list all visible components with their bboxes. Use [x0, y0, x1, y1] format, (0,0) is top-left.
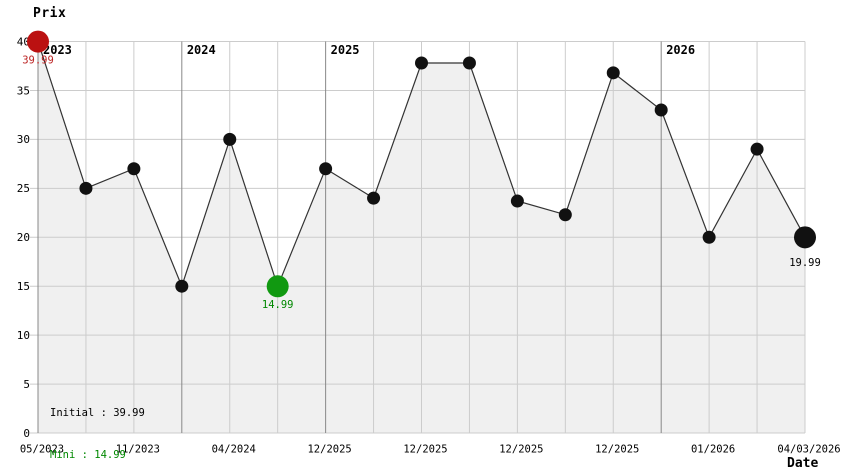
x-tick-label: 04/03/2026 [777, 444, 840, 456]
year-label: 2026 [666, 43, 695, 57]
x-tick-label: 12/2025 [499, 444, 543, 456]
data-point [79, 181, 93, 195]
y-tick-label: 15 [17, 280, 30, 293]
data-point [510, 194, 524, 208]
data-point [606, 66, 620, 80]
y-tick-label: 30 [17, 133, 30, 146]
data-point [654, 103, 668, 117]
current-price-point [794, 226, 816, 249]
data-point [702, 230, 716, 244]
y-tick-label: 20 [17, 231, 30, 244]
data-point [750, 142, 764, 156]
data-point [367, 191, 381, 205]
x-tick-label: 05/2023 [20, 444, 64, 456]
data-point [558, 208, 572, 222]
x-tick-label: 01/2026 [691, 444, 735, 456]
y-tick-label: 0 [23, 427, 30, 440]
legend-initial-price: Initial : 39.99 [50, 407, 145, 419]
y-tick-label: 10 [17, 329, 30, 342]
data-point [223, 132, 237, 146]
x-axis-title: Date [787, 456, 819, 471]
y-tick-label: 40 [17, 35, 30, 48]
year-label: 2023 [43, 43, 72, 57]
data-point [462, 56, 476, 70]
year-label: 2025 [331, 43, 360, 57]
data-point [175, 279, 189, 293]
price-summary-legend: Initial : 39.99 Mini : 14.99 Max : 39.99… [50, 378, 145, 474]
data-point [415, 56, 428, 70]
data-point [319, 162, 333, 176]
legend-minimum-price: Mini : 14.99 [50, 449, 126, 461]
minimum-price-annotation: 14.99 [262, 299, 294, 311]
minimum-price-point [266, 275, 289, 298]
x-tick-label: 12/2025 [595, 444, 639, 456]
year-label: 2024 [187, 43, 216, 57]
y-tick-label: 25 [17, 182, 30, 195]
x-tick-label: 12/2025 [403, 444, 447, 456]
data-point [127, 162, 141, 176]
initial-and-max-price-annotation: 39.99 [22, 54, 54, 66]
x-tick-label: 04/2024 [212, 444, 256, 456]
y-tick-label: 35 [17, 84, 30, 97]
y-axis-title: Prix [33, 6, 67, 21]
x-tick-label: 11/2023 [116, 444, 160, 456]
y-tick-label: 5 [23, 378, 30, 391]
initial-and-max-price-point [27, 30, 49, 53]
x-tick-label: 12/2025 [307, 444, 351, 456]
current-price-annotation: 19.99 [789, 257, 821, 269]
